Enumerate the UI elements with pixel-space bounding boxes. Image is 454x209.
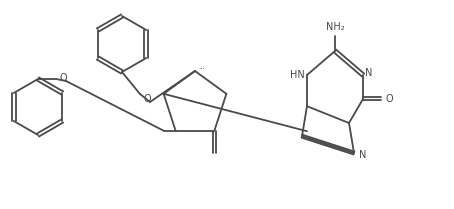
Text: N: N	[359, 150, 367, 160]
Text: ...: ...	[162, 89, 168, 95]
Text: O: O	[59, 73, 67, 83]
Text: NH₂: NH₂	[326, 22, 344, 32]
Text: ...: ...	[198, 64, 205, 70]
Text: HN: HN	[290, 70, 304, 80]
Text: O: O	[143, 94, 151, 104]
Text: N: N	[365, 68, 373, 78]
Text: O: O	[385, 94, 393, 104]
